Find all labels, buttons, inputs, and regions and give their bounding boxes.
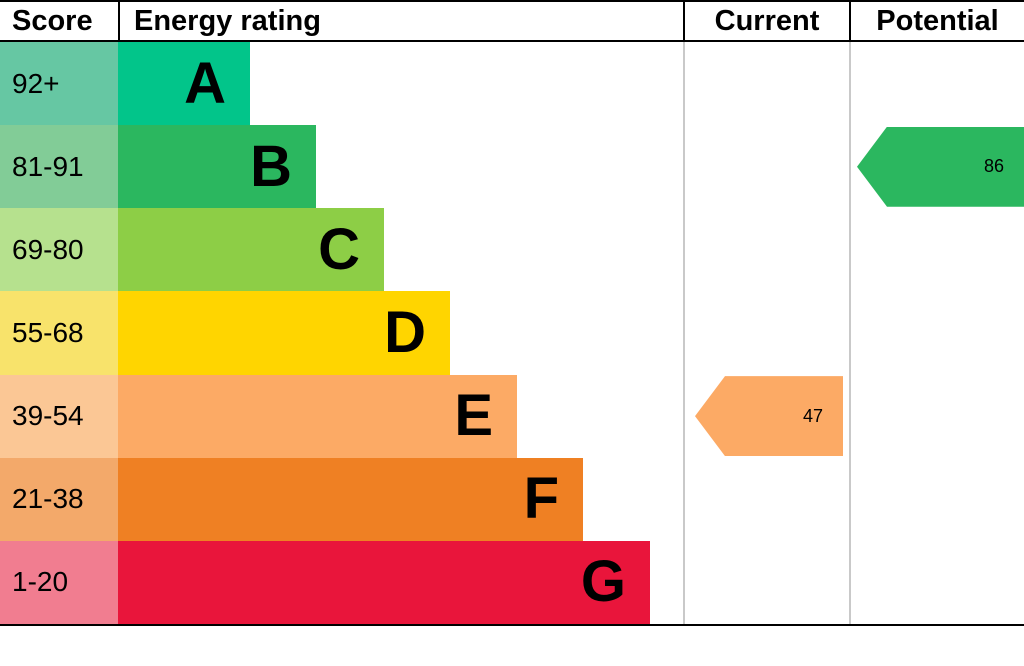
current-column-divider: [683, 42, 685, 624]
header-energy-rating: Energy rating: [118, 2, 683, 40]
band-row: 39-54 E: [0, 374, 1024, 458]
band-score-range: 69-80: [0, 208, 118, 292]
band-bar: A: [118, 42, 250, 126]
band-score-range: 92+: [0, 42, 118, 126]
header-potential: Potential: [849, 2, 1024, 40]
band-score-range: 1-20: [0, 540, 118, 624]
band-letter: D: [384, 299, 426, 365]
band-score-range: 21-38: [0, 457, 118, 541]
band-bar: B: [118, 125, 316, 209]
band-letter: B: [250, 133, 292, 199]
band-letter: G: [580, 549, 626, 615]
chart-area: 92+ A 81-91 B 69-80 C 55-68 D 39-54 E 21…: [0, 42, 1024, 626]
band-bar: F: [118, 457, 583, 541]
band-bar: D: [118, 291, 450, 375]
header-current: Current: [683, 2, 849, 40]
band-rows: 92+ A 81-91 B 69-80 C 55-68 D 39-54 E 21…: [0, 42, 1024, 624]
current-rating-arrow: 47: [695, 376, 843, 457]
header-score: Score: [12, 4, 93, 37]
band-row: 69-80 C: [0, 208, 1024, 292]
band-row: 92+ A: [0, 42, 1024, 126]
band-row: 81-91 B: [0, 125, 1024, 209]
band-letter: A: [184, 50, 226, 116]
band-letter: C: [318, 216, 360, 282]
potential-column-divider: [849, 42, 851, 624]
band-bar: G: [118, 540, 650, 624]
band-score-range: 55-68: [0, 291, 118, 375]
band-bar: E: [118, 374, 517, 458]
band-row: 1-20 G: [0, 540, 1024, 624]
band-letter: F: [523, 466, 559, 532]
band-score-range: 81-91: [0, 125, 118, 209]
potential-rating-arrow: 86: [857, 126, 1024, 207]
band-bar: C: [118, 208, 384, 292]
header-row: Score Energy rating Current Potential: [0, 0, 1024, 42]
band-row: 55-68 D: [0, 291, 1024, 375]
potential-rating-value: 86: [983, 156, 1004, 177]
band-score-range: 39-54: [0, 374, 118, 458]
current-rating-value: 47: [802, 405, 823, 426]
band-row: 21-38 F: [0, 457, 1024, 541]
band-letter: E: [454, 383, 493, 449]
